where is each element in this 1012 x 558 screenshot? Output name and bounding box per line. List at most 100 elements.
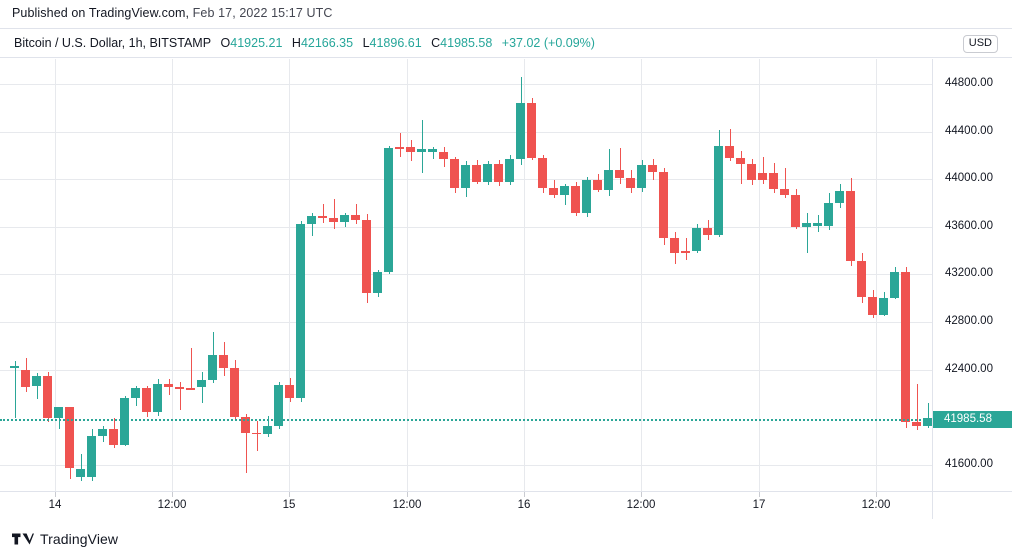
candle-body xyxy=(54,407,63,418)
candle-body xyxy=(725,145,734,158)
chart-plot-area[interactable] xyxy=(0,59,932,491)
time-axis-label: 12:00 xyxy=(157,499,187,511)
vertical-gridline xyxy=(759,59,760,491)
candle-body xyxy=(637,164,646,188)
price-axis-label: 43200.00 xyxy=(945,267,993,279)
horizontal-gridline xyxy=(0,227,932,228)
horizontal-gridline xyxy=(0,465,932,466)
candle-body xyxy=(406,147,415,152)
candle-wick xyxy=(37,373,38,400)
candle-body xyxy=(285,385,294,399)
candle-wick xyxy=(356,204,357,225)
candle-wick xyxy=(730,129,731,162)
high-key: H xyxy=(291,36,301,50)
candle-body xyxy=(857,261,866,297)
candle-wick xyxy=(928,402,929,428)
candle-body xyxy=(318,216,327,219)
candle-body xyxy=(241,417,250,433)
candle-body xyxy=(21,369,30,388)
candle-body xyxy=(263,425,272,435)
candle-body xyxy=(164,383,173,388)
candle-body xyxy=(43,375,52,418)
candle-body xyxy=(901,272,910,422)
published-caption: Published on TradingView.com, Feb 17, 20… xyxy=(12,6,332,20)
candle-body xyxy=(219,355,228,369)
price-axis-label: 42400.00 xyxy=(945,363,993,375)
candle-body xyxy=(208,355,217,381)
price-axis-label: 42800.00 xyxy=(945,315,993,327)
candle-body xyxy=(593,180,602,190)
time-axis-label: 12:00 xyxy=(626,499,656,511)
axis-corner xyxy=(932,491,1012,519)
candle-body xyxy=(395,147,404,149)
time-axis-label: 14 xyxy=(48,499,62,511)
candle-body xyxy=(87,436,96,477)
candle-wick xyxy=(917,383,918,431)
candle-body xyxy=(516,103,525,159)
candle-wick xyxy=(15,361,16,419)
candle-body xyxy=(483,163,492,182)
candle-body xyxy=(549,187,558,195)
candle-body xyxy=(923,418,932,426)
candle-body xyxy=(560,186,569,195)
candle-body xyxy=(604,169,613,190)
candle-wick xyxy=(741,150,742,184)
candle-body xyxy=(780,188,789,195)
candle-body xyxy=(626,178,635,188)
candle-body xyxy=(582,180,591,213)
close-key: C xyxy=(431,36,441,50)
candle-body xyxy=(736,157,745,164)
candle-wick xyxy=(246,413,247,474)
candle-body xyxy=(868,297,877,315)
time-axis[interactable]: 14 12:00 15 12:00 16 12:00 17 12:00 xyxy=(0,491,932,519)
candle-body xyxy=(494,163,503,182)
time-axis-tick xyxy=(524,492,525,497)
candle-body xyxy=(131,388,140,399)
candle-body xyxy=(681,250,690,253)
candle-wick xyxy=(433,147,434,159)
open-key: O xyxy=(220,36,231,50)
time-axis-label: 15 xyxy=(282,499,296,511)
vertical-gridline xyxy=(876,59,877,491)
candle-body xyxy=(659,172,668,238)
time-axis-tick xyxy=(876,492,877,497)
candle-body xyxy=(153,383,162,412)
candle-body xyxy=(109,428,118,445)
horizontal-gridline xyxy=(0,274,932,275)
candle-body xyxy=(307,216,316,225)
candle-body xyxy=(527,103,536,158)
candle-body xyxy=(692,227,701,251)
horizontal-gridline xyxy=(0,370,932,371)
candle-wick xyxy=(422,119,423,174)
currency-pill[interactable]: USD xyxy=(962,35,998,53)
candle-body xyxy=(296,224,305,399)
tradingview-footer: TradingView xyxy=(12,531,118,547)
candle-body xyxy=(571,186,580,213)
price-axis-label: 44800.00 xyxy=(945,77,993,89)
candle-wick xyxy=(763,156,764,184)
candle-body xyxy=(197,380,206,388)
open-value: 41925.21 xyxy=(230,36,283,50)
vertical-gridline xyxy=(172,59,173,491)
current-price-line xyxy=(0,419,932,421)
candle-body xyxy=(120,398,129,445)
candle-body xyxy=(648,164,657,173)
candle-body xyxy=(538,157,547,188)
horizontal-gridline xyxy=(0,322,932,323)
price-axis-label: 44000.00 xyxy=(945,172,993,184)
price-axis[interactable]: 44800.00 44400.00 44000.00 43600.00 43200.00… xyxy=(932,59,1012,491)
time-axis-tick xyxy=(641,492,642,497)
candle-body xyxy=(802,223,811,227)
published-prefix: Published on TradingView.com, xyxy=(12,6,190,20)
candle-body xyxy=(450,158,459,188)
current-price-tag[interactable]: 41985.58 xyxy=(933,411,1012,428)
candle-wick xyxy=(785,168,786,199)
vertical-gridline xyxy=(289,59,290,491)
symbol-title[interactable]: Bitcoin / U.S. Dollar, 1h, BITSTAMP xyxy=(14,36,212,50)
high-value: 42166.35 xyxy=(300,36,354,50)
candle-wick xyxy=(807,212,808,253)
candle-wick xyxy=(180,381,181,411)
price-axis-label: 41600.00 xyxy=(945,458,993,470)
vertical-gridline xyxy=(407,59,408,491)
